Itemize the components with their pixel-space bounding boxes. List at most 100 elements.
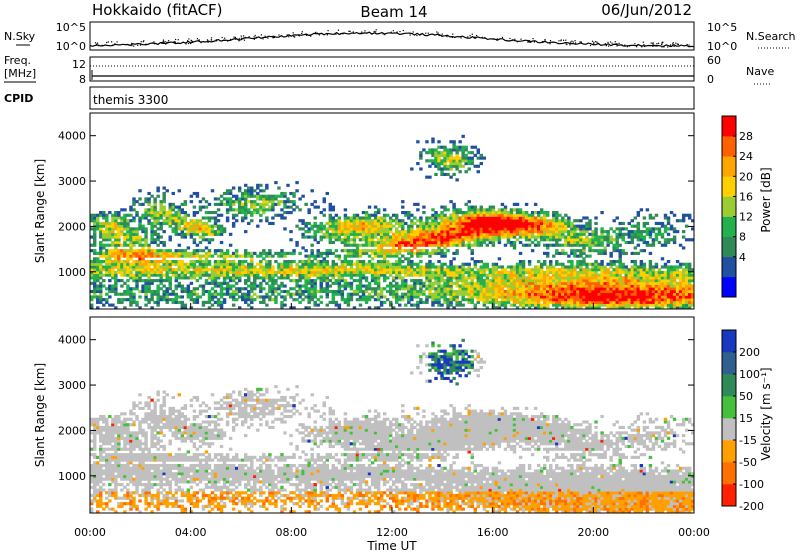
- power-cell: [458, 236, 461, 239]
- power-cell: [156, 298, 159, 301]
- power-cell: [434, 227, 437, 230]
- power-cell: [144, 260, 147, 263]
- power-cell: [380, 301, 383, 304]
- power-cell: [546, 295, 549, 298]
- power-cell: [135, 271, 138, 274]
- power-cell: [280, 214, 283, 217]
- power-cell: [214, 276, 217, 279]
- power-cell: [609, 290, 612, 293]
- power-cell: [268, 265, 271, 268]
- power-cell: [132, 200, 135, 203]
- power-cell: [335, 282, 338, 285]
- power-cell: [483, 230, 486, 233]
- power-cell: [120, 208, 123, 211]
- power-cell: [501, 274, 504, 277]
- power-cell: [401, 265, 404, 268]
- power-cell: [244, 192, 247, 195]
- power-cell: [301, 265, 304, 268]
- power-cell: [555, 298, 558, 301]
- power-cell: [353, 241, 356, 244]
- power-cell: [96, 222, 99, 225]
- power-cell: [172, 208, 175, 211]
- power-cell: [552, 293, 555, 296]
- power-cell: [579, 236, 582, 239]
- power-cell: [304, 295, 307, 298]
- power-cell: [543, 236, 546, 239]
- power-cell: [513, 295, 516, 298]
- power-cell: [609, 236, 612, 239]
- power-cell: [619, 255, 622, 258]
- power-cell: [374, 255, 377, 258]
- power-cell: [129, 208, 132, 211]
- power-cell: [449, 304, 452, 307]
- power-cell: [519, 263, 522, 266]
- power-cell: [558, 298, 561, 301]
- power-cell: [489, 268, 492, 271]
- power-cell: [492, 230, 495, 233]
- power-cell: [576, 271, 579, 274]
- power-cell: [543, 230, 546, 233]
- power-cell: [99, 227, 102, 230]
- power-cell: [102, 285, 105, 288]
- power-cell: [431, 208, 434, 211]
- power-cell: [513, 230, 516, 233]
- power-cell: [567, 271, 570, 274]
- power-cell: [434, 293, 437, 296]
- power-cell: [169, 219, 172, 222]
- power-cell: [498, 285, 501, 288]
- power-cell: [181, 211, 184, 214]
- power-cell: [356, 230, 359, 233]
- power-cell: [217, 293, 220, 296]
- power-cell: [452, 159, 455, 162]
- power-cell: [471, 236, 474, 239]
- power-cell: [90, 219, 93, 222]
- power-cell: [446, 233, 449, 236]
- power-cell: [135, 285, 138, 288]
- power-cell: [147, 260, 150, 263]
- nsky-label: N.Sky: [4, 30, 36, 43]
- power-cell: [510, 282, 513, 285]
- power-cell: [582, 301, 585, 304]
- power-cell: [634, 282, 637, 285]
- power-cell: [407, 268, 410, 271]
- power-cell: [582, 225, 585, 228]
- power-cell: [428, 227, 431, 230]
- power-cell: [603, 290, 606, 293]
- power-cell: [431, 222, 434, 225]
- power-cell: [404, 211, 407, 214]
- power-cell: [259, 252, 262, 255]
- power-cell: [253, 279, 256, 282]
- power-cell: [555, 304, 558, 307]
- power-cell: [507, 238, 510, 241]
- power-cell: [597, 295, 600, 298]
- power-cell: [519, 222, 522, 225]
- power-cell: [117, 233, 120, 236]
- power-cell: [105, 252, 108, 255]
- power-cell: [471, 227, 474, 230]
- power-cell: [232, 293, 235, 296]
- power-cell: [480, 157, 483, 160]
- power-cell: [368, 265, 371, 268]
- power-cell: [591, 244, 594, 247]
- power-cell: [150, 290, 153, 293]
- power-cell: [622, 268, 625, 271]
- power-cell: [609, 276, 612, 279]
- power-cell: [326, 293, 329, 296]
- power-cell: [356, 290, 359, 293]
- power-cell: [513, 265, 516, 268]
- power-cell: [637, 290, 640, 293]
- power-cell: [196, 222, 199, 225]
- power-cell: [199, 276, 202, 279]
- power-cell: [519, 268, 522, 271]
- power-cell: [428, 255, 431, 258]
- nsearch-point: [428, 33, 429, 34]
- power-cell: [434, 219, 437, 222]
- power-cell: [504, 216, 507, 219]
- power-cell: [585, 298, 588, 301]
- power-cell: [347, 216, 350, 219]
- power-cell: [175, 301, 178, 304]
- power-cell: [280, 295, 283, 298]
- power-cell: [634, 298, 637, 301]
- power-cell: [386, 227, 389, 230]
- power-cell: [286, 293, 289, 296]
